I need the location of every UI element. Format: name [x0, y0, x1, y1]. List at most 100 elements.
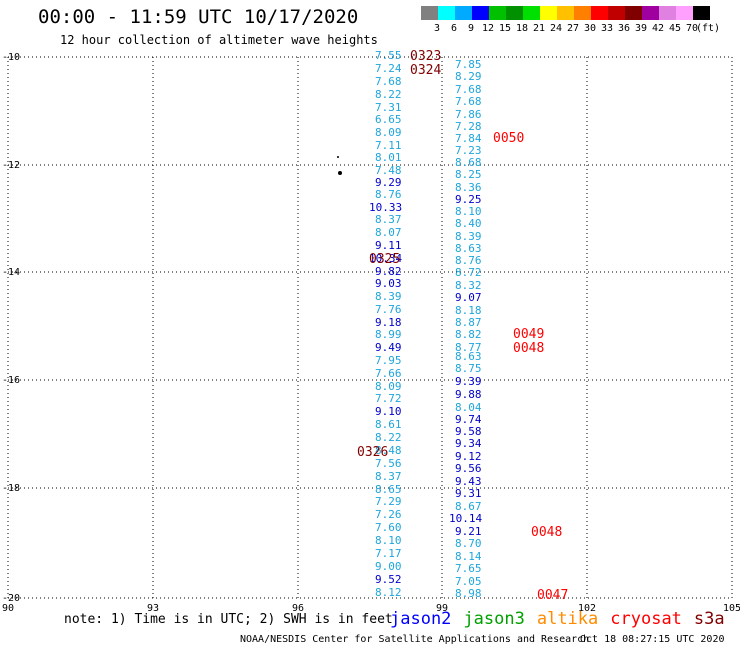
color-scale-unit: (ft)	[696, 23, 721, 34]
color-scale-label: 18	[515, 23, 529, 34]
legend-entry-jason3: jason3	[463, 609, 525, 629]
pass-number-label: 0326	[357, 445, 388, 460]
pass-number-label: 0049	[513, 327, 544, 342]
color-scale-label: 9	[467, 23, 475, 34]
longitude-label: 99	[436, 603, 448, 614]
wave-height-value: 9.12	[455, 450, 482, 463]
color-scale-label: 30	[583, 23, 597, 34]
color-scale-swatch	[455, 6, 472, 20]
color-scale-swatch	[472, 6, 489, 20]
wave-height-value: 10.34	[369, 252, 402, 265]
wave-height-value: 7.60	[375, 521, 402, 534]
wave-height-value: 7.68	[455, 83, 482, 96]
map-grid	[7, 56, 733, 599]
wave-height-value: 9.49	[375, 341, 402, 354]
color-scale-swatch	[642, 6, 659, 20]
color-scale-swatch	[591, 6, 608, 20]
wave-height-value: 8.63	[455, 242, 482, 255]
wave-height-value: 8.98	[455, 587, 482, 600]
track-marker-dot	[338, 171, 342, 175]
pass-number-label: 0048	[531, 525, 562, 540]
latitude-label: -10	[2, 52, 20, 63]
wave-height-values: 7.557.247.688.227.316.658.097.118.017.48…	[369, 49, 482, 600]
color-scale-swatch	[438, 6, 455, 20]
color-scale-label: 3	[433, 23, 441, 34]
wave-height-value: 8.68	[455, 156, 482, 169]
color-scale-swatch	[625, 6, 642, 20]
color-scale-swatch	[506, 6, 523, 20]
color-scale-label: 24	[549, 23, 563, 34]
color-scale-label: 70	[685, 23, 699, 34]
wave-height-value: 7.56	[375, 457, 402, 470]
wave-height-value: 8.61	[375, 418, 402, 431]
color-scale-label: 39	[634, 23, 648, 34]
map-title: 00:00 - 11:59 UTC 10/17/2020	[38, 6, 359, 28]
wave-height-value: 7.95	[375, 354, 402, 367]
color-scale-swatch	[676, 6, 693, 20]
wave-height-value: 8.48	[375, 444, 402, 457]
longitude-label: 90	[2, 603, 14, 614]
wave-height-value: 7.31	[375, 101, 402, 114]
wave-height-value: 7.11	[375, 139, 402, 152]
generation-timestamp: Oct 18 08:27:15 UTC 2020	[580, 634, 725, 645]
color-scale-label: 36	[617, 23, 631, 34]
wave-height-value: 8.07	[375, 226, 402, 239]
footnote: note: 1) Time is in UTC; 2) SWH is in fe…	[64, 612, 393, 627]
wave-height-value: 9.82	[375, 265, 402, 278]
color-scale-swatch	[557, 6, 574, 20]
wave-height-value: 7.23	[455, 144, 482, 157]
color-scale-label: 15	[498, 23, 512, 34]
color-scale-label: 12	[481, 23, 495, 34]
wave-height-value: 7.48	[375, 164, 402, 177]
wave-height-value: 8.99	[375, 328, 402, 341]
wave-height-value: 8.40	[455, 217, 482, 230]
wave-height-value: 9.56	[455, 462, 482, 475]
wave-height-value: 8.32	[455, 279, 482, 292]
wave-height-value: 8.37	[375, 213, 402, 226]
wave-height-value: 7.55	[375, 49, 402, 62]
wave-height-value: 8.37	[375, 470, 402, 483]
wave-height-value: 9.07	[455, 291, 482, 304]
wave-height-value: 7.76	[375, 303, 402, 316]
latitude-label: -12	[2, 160, 20, 171]
pass-number-label: 0048	[513, 341, 544, 356]
pass-number-label: 0323	[410, 49, 441, 64]
color-scale-swatch	[421, 6, 438, 20]
wave-height-value: 9.11	[375, 239, 402, 252]
color-scale-label: 27	[566, 23, 580, 34]
wave-height-value: 9.00	[375, 560, 402, 573]
wave-height-value: 8.87	[455, 316, 482, 329]
wave-height-value: 8.77	[455, 341, 482, 354]
track-markers	[337, 156, 342, 175]
wave-height-value: 8.22	[375, 431, 402, 444]
wave-height-value: 9.34	[455, 437, 482, 450]
wave-height-value: 7.85	[455, 58, 482, 71]
wave-height-value: 7.68	[455, 95, 482, 108]
wave-height-value: 7.72	[375, 392, 402, 405]
wave-height-value: 10.33	[369, 201, 402, 214]
wave-height-value: 9.58	[455, 425, 482, 438]
wave-height-value: 8.70	[455, 537, 482, 550]
longitude-label: 96	[292, 603, 304, 614]
wave-height-value: 9.88	[455, 388, 482, 401]
color-scale-label: 6	[450, 23, 458, 34]
pass-number-label: 0050	[493, 131, 524, 146]
color-scale-label: 21	[532, 23, 546, 34]
wave-height-value: 8.82	[455, 328, 482, 341]
legend-entry-cryosat: cryosat	[610, 609, 682, 629]
latitude-label: -16	[2, 375, 20, 386]
longitude-label: 93	[147, 603, 159, 614]
wave-height-value: 7.24	[375, 62, 402, 75]
wave-height-value: 7.17	[375, 547, 402, 560]
wave-height-value: 8.04	[455, 401, 482, 414]
wave-height-value: 7.29	[375, 495, 402, 508]
wave-height-value: 8.39	[455, 230, 482, 243]
wave-height-value: 8.14	[455, 550, 482, 563]
wave-height-value: 8.76	[375, 188, 402, 201]
wave-height-value: 8.01	[375, 151, 402, 164]
pass-number-label: 0047	[537, 588, 568, 603]
latitude-label: -20	[2, 593, 20, 604]
wave-height-value: 8.76	[455, 254, 482, 267]
